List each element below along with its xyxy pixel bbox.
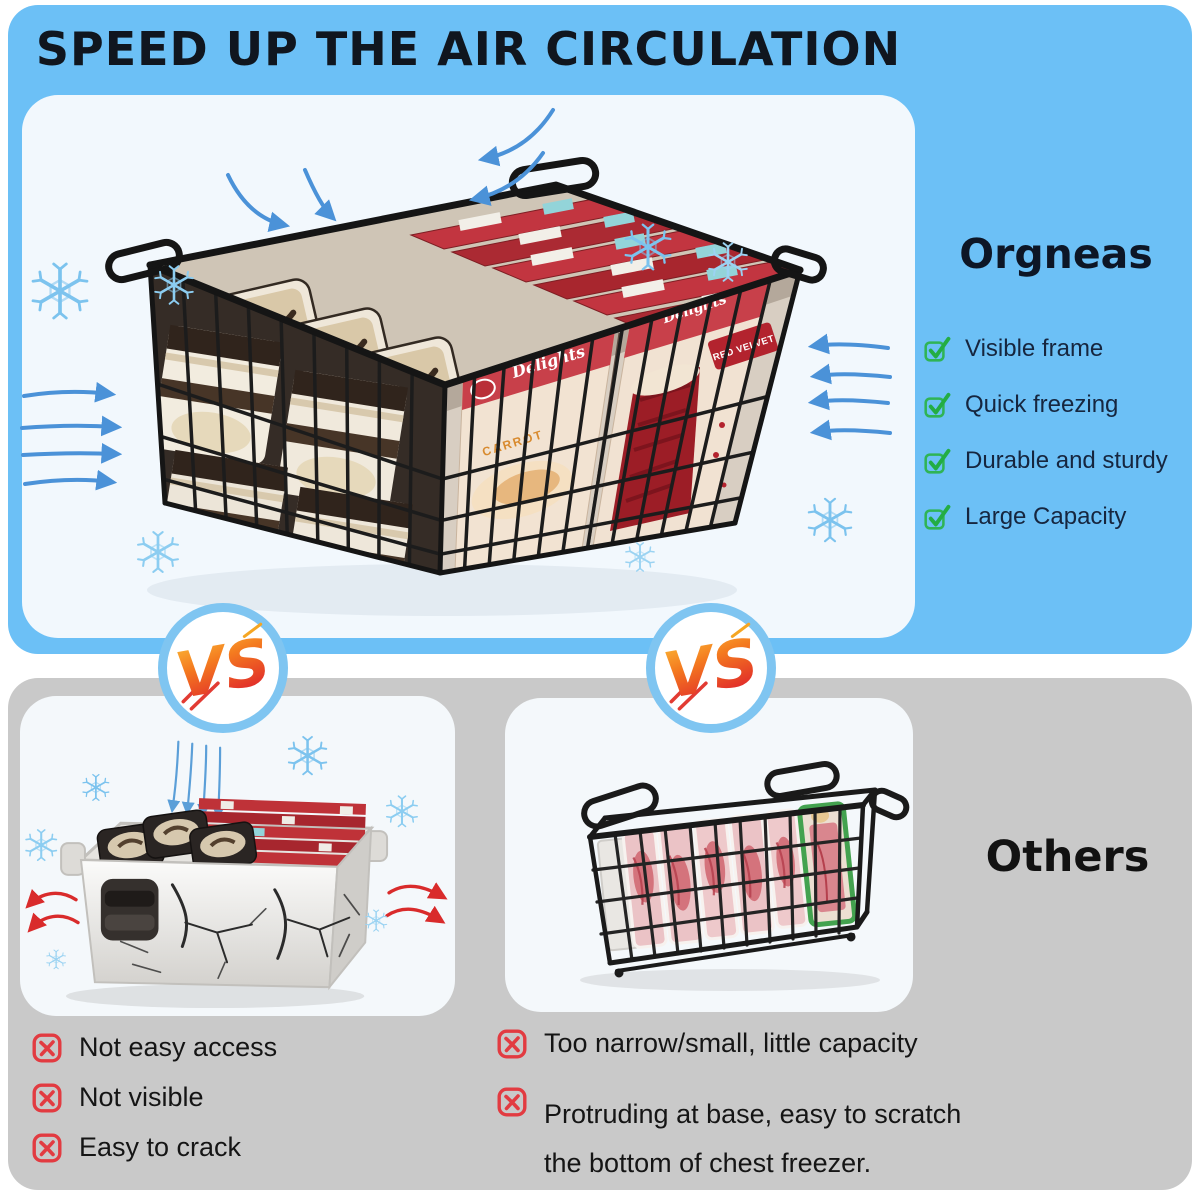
feature-label: Quick freezing	[965, 390, 1119, 418]
con-row: Easy to crack	[32, 1132, 452, 1163]
feature-row: Quick freezing	[924, 390, 1196, 419]
check-icon	[924, 448, 951, 474]
feature-label: Durable and sturdy	[965, 446, 1168, 474]
brand-column: Orgneas Visible frame Quick freezing Dur…	[920, 230, 1196, 558]
con-label: Not visible	[79, 1082, 204, 1112]
check-icon	[924, 504, 951, 530]
check-icon	[924, 336, 951, 362]
con-row: Too narrow/small, little capacity	[497, 1028, 967, 1059]
feature-label: Large Capacity	[965, 502, 1127, 530]
con-label: Easy to crack	[79, 1132, 242, 1162]
other-basket-photo	[580, 761, 910, 991]
con-label: Too narrow/small, little capacity	[544, 1028, 918, 1058]
feature-row: Large Capacity	[924, 502, 1196, 531]
con-row: Not visible	[32, 1082, 452, 1113]
con-label: Protruding at base, easy to scratch the …	[544, 1099, 962, 1178]
main-basket-photo: Delights CARROT Delights RED VELVET	[20, 108, 892, 616]
left-cons-list: Not easy access Not visible Easy to crac…	[32, 1032, 452, 1163]
cracked-bin-photo	[25, 735, 448, 1009]
brand-name: Orgneas	[959, 230, 1153, 278]
cracked-bin-photo-panel	[20, 696, 455, 1016]
cross-icon	[32, 1133, 62, 1163]
con-row: Not easy access	[32, 1032, 452, 1063]
con-row: Protruding at base, easy to scratch the …	[497, 1086, 967, 1188]
feature-label: Visible frame	[965, 334, 1104, 362]
cross-icon	[497, 1087, 527, 1117]
vs-badge-left: VS	[158, 603, 288, 733]
others-title: Others	[985, 832, 1150, 882]
svg-text:VS: VS	[170, 624, 276, 713]
vs-badge-right: VS	[646, 603, 776, 733]
feature-row: Durable and sturdy	[924, 446, 1196, 475]
check-icon	[924, 392, 951, 418]
feature-row: Visible frame	[924, 334, 1196, 363]
other-basket-photo-panel	[505, 698, 913, 1012]
con-label: Not easy access	[79, 1032, 278, 1062]
right-cons-list: Too narrow/small, little capacity Protru…	[497, 1028, 967, 1188]
svg-text:VS: VS	[658, 624, 764, 713]
cross-icon	[32, 1033, 62, 1063]
cross-icon	[32, 1083, 62, 1113]
section-title: SPEED UP THE AIR CIRCULATION	[35, 22, 902, 76]
cross-icon	[497, 1029, 527, 1059]
